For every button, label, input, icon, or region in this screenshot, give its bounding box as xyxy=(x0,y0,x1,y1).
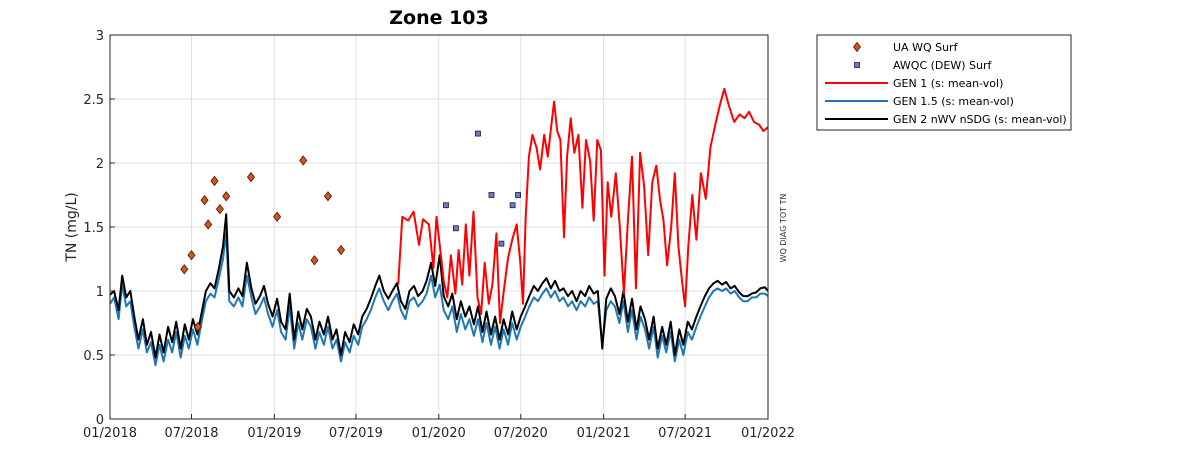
x-tick-label: 01/2018 xyxy=(83,426,137,441)
data-point-ua-wq-surf xyxy=(323,191,332,202)
y-tick-label: 1 xyxy=(96,285,104,300)
legend-label: UA WQ Surf xyxy=(893,41,959,54)
y-tick-label: 2.5 xyxy=(83,93,104,108)
data-point-ua-wq-surf xyxy=(299,155,308,166)
data-point-awqc-dew-surf xyxy=(509,202,516,209)
data-point-ua-wq-surf xyxy=(246,171,255,183)
data-point-awqc-dew-surf xyxy=(475,130,481,137)
legend-label: GEN 1 (s: mean-vol) xyxy=(893,77,1003,90)
data-point-ua-wq-surf xyxy=(310,255,319,266)
legend-label: GEN 1.5 (s: mean-vol) xyxy=(893,95,1014,108)
data-point-ua-wq-surf xyxy=(204,219,213,230)
data-point-ua-wq-surf xyxy=(187,250,196,261)
data-point-ua-wq-surf xyxy=(210,175,219,187)
data-point-ua-wq-surf xyxy=(215,203,224,215)
x-tick-label: 07/2021 xyxy=(658,426,712,441)
data-point-awqc-dew-surf xyxy=(443,202,449,209)
axis-ticks: 01/2018 07/2018 01/2019 07/2019 01/2020 07/20… xyxy=(83,29,795,441)
legend-marker-awqc-dew-surf xyxy=(854,62,860,68)
data-point-awqc-dew-surf xyxy=(498,240,505,247)
x-tick-label: 01/2022 xyxy=(741,426,795,441)
legend-label: AWQC (DEW) Surf xyxy=(893,59,992,72)
x-tick-label: 07/2020 xyxy=(494,426,548,441)
series-layer xyxy=(109,87,769,367)
data-point-awqc-dew-surf xyxy=(452,225,459,232)
x-tick-label: 01/2021 xyxy=(577,426,631,441)
y-tick-label: 0 xyxy=(96,413,104,428)
legend-marker-ua-wq-surf xyxy=(852,41,862,53)
x-tick-label: 01/2019 xyxy=(247,426,301,441)
y-axis-label: TN (mg/L) xyxy=(64,192,80,262)
x-tick-label: 07/2018 xyxy=(165,426,219,441)
data-point-ua-wq-surf xyxy=(337,244,346,256)
legend-label: GEN 2 nWV nSDG (s: mean-vol) xyxy=(893,113,1067,126)
data-point-ua-wq-surf xyxy=(193,321,202,332)
series-line-gen-2-nwv-nsdg-s-mean-vol xyxy=(109,213,769,359)
series-line-gen-1-s-mean-vol xyxy=(397,87,769,324)
x-tick-label: 01/2020 xyxy=(412,426,466,441)
data-point-ua-wq-surf xyxy=(222,191,231,202)
y-tick-label: 2 xyxy=(96,157,104,172)
y-tick-label: 3 xyxy=(96,29,104,44)
data-point-awqc-dew-surf xyxy=(515,192,521,198)
chart-title: Zone 103 xyxy=(389,7,489,29)
y-tick-label: 0.5 xyxy=(83,349,104,364)
data-point-awqc-dew-surf xyxy=(488,192,495,198)
x-tick-label: 07/2019 xyxy=(329,426,383,441)
data-point-ua-wq-surf xyxy=(180,264,189,275)
series-line-gen-1-5-s-mean-vol xyxy=(109,232,769,367)
side-label: WQ DIAG TOT TN xyxy=(779,194,788,263)
y-tick-label: 1.5 xyxy=(83,221,104,236)
legend: UA WQ Surf AWQC (DEW) Surf GEN 1 (s: mean-… xyxy=(816,34,1072,131)
data-point-ua-wq-surf xyxy=(273,211,282,222)
data-point-ua-wq-surf xyxy=(200,194,209,206)
